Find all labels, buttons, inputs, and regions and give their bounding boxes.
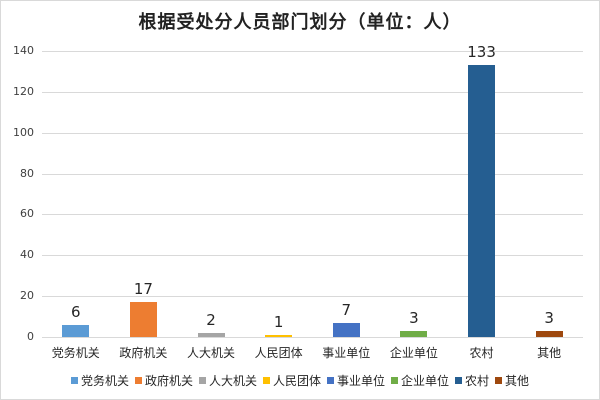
bar [332, 322, 360, 337]
data-label: 1 [273, 312, 284, 331]
gridline [42, 132, 583, 134]
gridline [42, 296, 583, 298]
bar [62, 324, 90, 337]
legend-item: 农村 [455, 372, 489, 389]
legend-swatch-icon [327, 377, 334, 384]
x-tick-label: 企业单位 [389, 346, 438, 360]
x-tick-label: 政府机关 [119, 346, 168, 360]
bar [400, 330, 428, 337]
data-label: 2 [206, 310, 216, 329]
plot-area: 6 17 2 1 7 3 133 3 [42, 43, 583, 338]
legend-item: 人民团体 [262, 372, 321, 389]
legend-swatch-icon [70, 377, 78, 384]
legend-item: 党务机关 [70, 372, 129, 389]
legend-item: 人大机关 [198, 372, 257, 389]
legend-item: 其他 [495, 372, 529, 389]
legend-label: 政府机关 [144, 374, 193, 388]
y-tick-label: 40 [20, 248, 34, 262]
legend: 党务机关 政府机关 人大机关 人民团体 事业单位 企业单位 农村 其他 [0, 372, 600, 389]
data-label: 3 [409, 308, 419, 327]
legend-label: 事业单位 [337, 374, 386, 388]
x-tick-label: 人民团体 [254, 346, 303, 360]
bar [197, 332, 225, 337]
x-tick-label: 其他 [537, 346, 562, 360]
legend-swatch-icon [134, 377, 142, 384]
data-label: 6 [71, 302, 81, 321]
legend-swatch-icon [198, 377, 206, 384]
x-tick-label: 人大机关 [187, 346, 236, 360]
y-tick-label: 120 [13, 84, 34, 98]
data-label: 17 [133, 280, 153, 299]
gridline [42, 214, 583, 216]
gridline [42, 91, 583, 93]
y-tick-label: 20 [20, 289, 34, 303]
bar [265, 334, 293, 337]
y-tick-label: 60 [20, 207, 34, 221]
x-tick-label: 党务机关 [51, 346, 100, 360]
legend-swatch-icon [262, 377, 270, 384]
y-tick-label: 80 [20, 166, 34, 180]
gridline [42, 51, 583, 52]
data-label: 3 [544, 308, 554, 327]
y-tick-label: 140 [13, 44, 34, 57]
x-tick-label: 事业单位 [322, 346, 371, 360]
legend-label: 人民团体 [272, 374, 321, 388]
legend-item: 事业单位 [327, 372, 385, 389]
y-tick-label: 0 [27, 330, 34, 343]
legend-swatch-icon [495, 377, 503, 384]
data-label: 133 [467, 43, 496, 62]
legend-label: 农村 [465, 374, 490, 388]
legend-swatch-icon [391, 377, 399, 384]
bar [535, 330, 563, 337]
gridline [42, 173, 583, 175]
legend-label: 人大机关 [208, 374, 257, 388]
bar [129, 302, 157, 337]
y-tick-label: 100 [13, 125, 34, 139]
x-tick-label: 农村 [469, 346, 494, 360]
chart-title: 根据受处分人员部门划分（单位：人） [138, 12, 462, 33]
bar [468, 65, 496, 337]
legend-item: 政府机关 [134, 372, 193, 389]
gridline [42, 255, 583, 257]
legend-label: 企业单位 [401, 374, 450, 388]
data-label: 7 [341, 300, 352, 319]
legend-label: 其他 [505, 374, 530, 388]
legend-item: 企业单位 [391, 372, 449, 389]
gridline [42, 337, 583, 338]
legend-swatch-icon [455, 377, 463, 384]
legend-label: 党务机关 [80, 374, 129, 388]
